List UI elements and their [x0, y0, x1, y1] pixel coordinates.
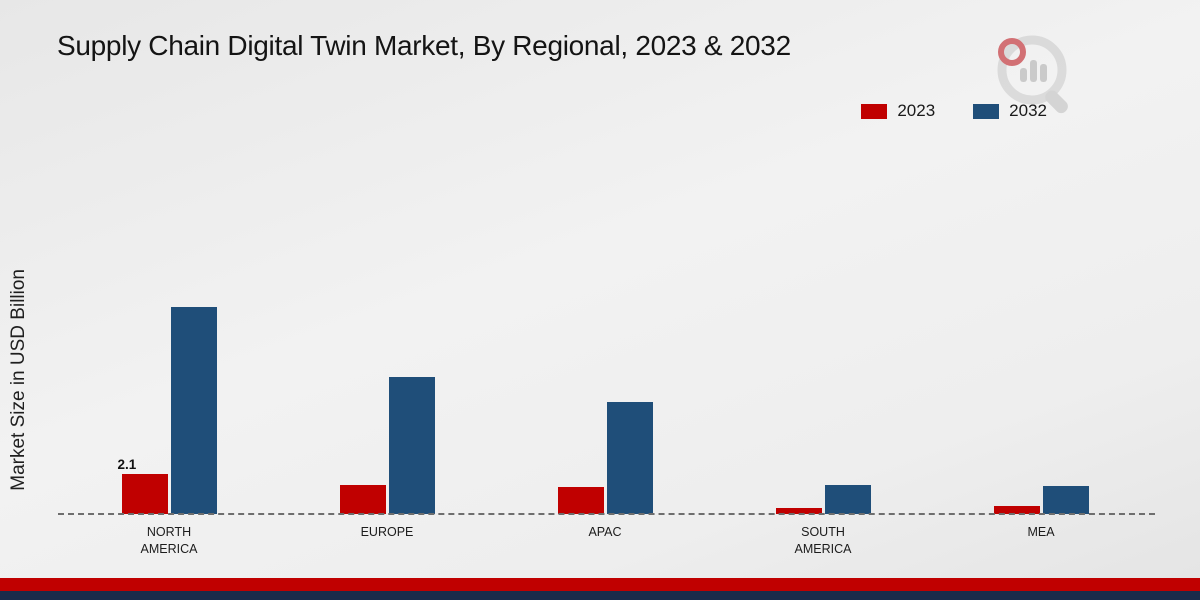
- bar-2023-mea: [993, 506, 1040, 514]
- bar-2032-north-america: [170, 307, 217, 514]
- bar-wrap: [775, 508, 822, 514]
- x-axis-baseline: [58, 513, 1155, 515]
- legend-item-2023: 2023: [861, 101, 935, 121]
- bar-group-mea: [932, 486, 1150, 514]
- bar-wrap: [339, 485, 386, 514]
- bar-2032-apac: [606, 402, 653, 514]
- bar-2023-north-america: [121, 474, 168, 514]
- bar-wrap: [993, 506, 1040, 514]
- legend-label: 2023: [897, 101, 936, 120]
- category-label-apac: APAC: [588, 525, 622, 539]
- category-label-europe: EUROPE: [360, 525, 414, 539]
- legend-swatch-2032: [973, 103, 1000, 119]
- plot-area: 2.1: [60, 274, 1150, 514]
- legend-label: 2032: [1009, 101, 1047, 120]
- bar-wrap: [170, 307, 217, 514]
- legend: 2023 2032: [861, 101, 1047, 121]
- legend-item-2032: 2032: [973, 101, 1047, 121]
- bar-group-north-america: 2.1: [60, 307, 278, 514]
- bar-group-apac: [496, 402, 714, 514]
- logo-watermark-chart-magnifier-icon: [997, 35, 1068, 114]
- category-labels-row: NORTH AMERICA EUROPE APAC SOUTH AMERICA MEA: [60, 524, 1150, 558]
- bar-wrap: 2.1: [118, 457, 168, 514]
- category-label-north-america: NORTH AMERICA: [140, 525, 198, 556]
- bar-value-label: 2.1: [117, 457, 137, 472]
- bar-group-south-america: [714, 485, 932, 514]
- bar-wrap: [824, 485, 871, 514]
- bar-wrap: [1042, 486, 1089, 514]
- bar-2023-south-america: [775, 508, 822, 514]
- bar-group-europe: [278, 377, 496, 514]
- y-axis-label-wrap: Market Size in USD Billion: [2, 215, 36, 545]
- bar-2023-europe: [339, 485, 386, 514]
- category-label-mea: MEA: [1027, 525, 1055, 539]
- bar-wrap: [388, 377, 435, 514]
- chart-title: Supply Chain Digital Twin Market, By Reg…: [57, 30, 791, 61]
- bar-2032-europe: [388, 377, 435, 514]
- bar-wrap: [557, 487, 604, 514]
- footer-red-strip: [0, 578, 1200, 591]
- legend-swatch-2023: [861, 103, 888, 119]
- bar-2032-mea: [1042, 486, 1089, 514]
- footer-navy-strip: [0, 591, 1200, 600]
- bar-2032-south-america: [824, 485, 871, 514]
- bar-2023-apac: [557, 487, 604, 514]
- bar-wrap: [606, 402, 653, 514]
- y-axis-label: Market Size in USD Billion: [8, 269, 29, 491]
- category-label-south-america: SOUTH AMERICA: [794, 525, 852, 556]
